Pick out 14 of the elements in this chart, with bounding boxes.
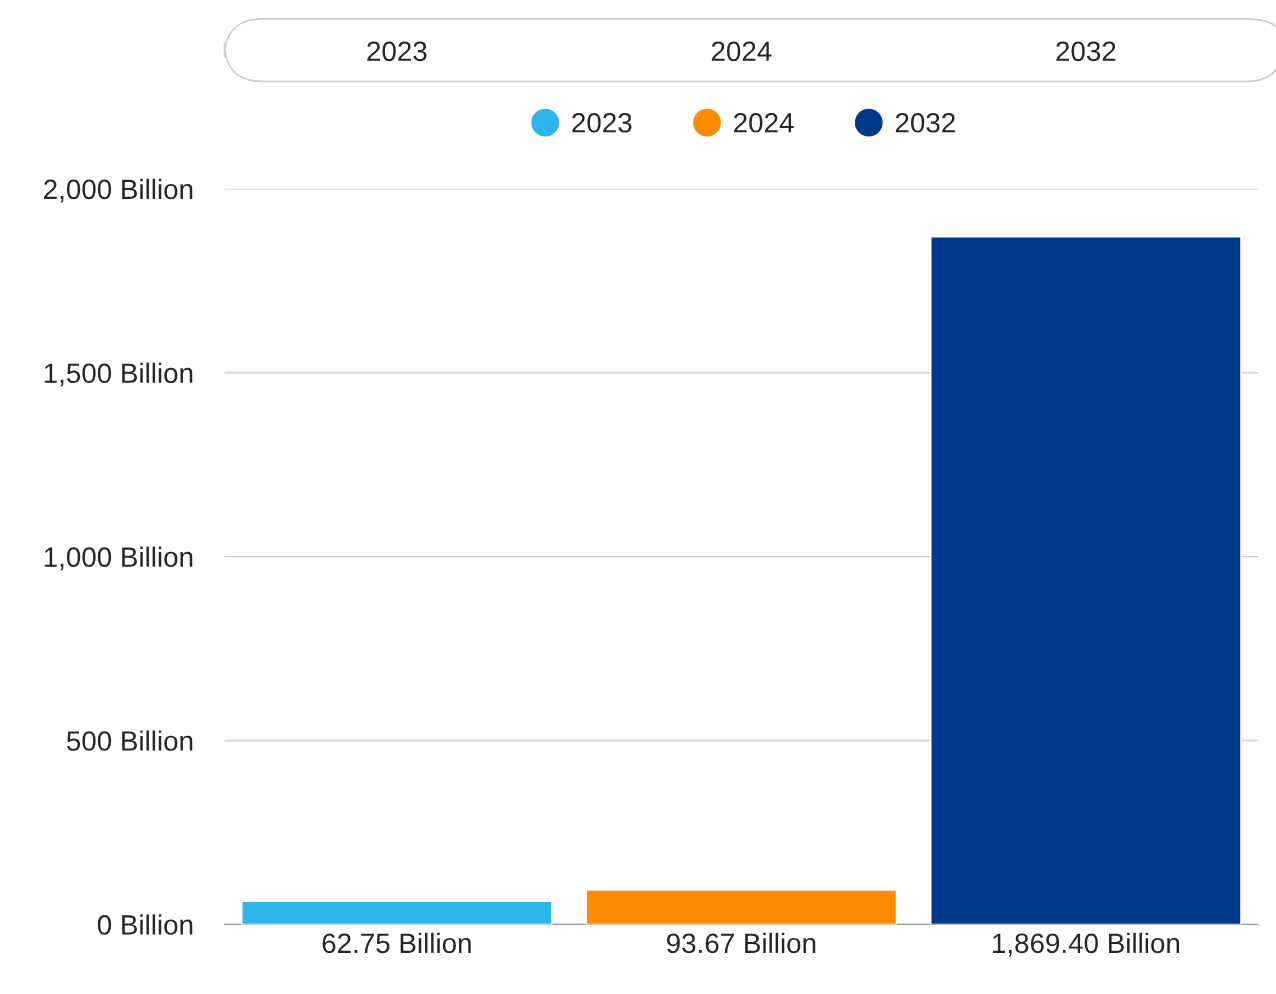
y-tick-label: 1,000 Billion	[44, 546, 193, 571]
legend-label: 2024	[734, 112, 794, 133]
data-label: 93.67 Billion	[666, 932, 816, 954]
x-tick-label: 2032	[1056, 41, 1116, 62]
data-label: 1,869.40 Billion	[993, 932, 1180, 957]
y-tick-label: 2,000 Billion	[44, 178, 193, 203]
y-tick-label: 1,500 Billion	[44, 362, 193, 387]
y-tick-label: 500 Billion	[66, 730, 193, 751]
x-tick-label: 2023	[367, 41, 427, 62]
y-tick-label: 0 Billion	[97, 914, 193, 935]
legend-label: 2032	[895, 112, 955, 133]
data-label: 62.75 Billion	[322, 932, 471, 954]
x-tick-label: 2024	[711, 41, 772, 62]
legend-label: 2023	[572, 112, 632, 133]
